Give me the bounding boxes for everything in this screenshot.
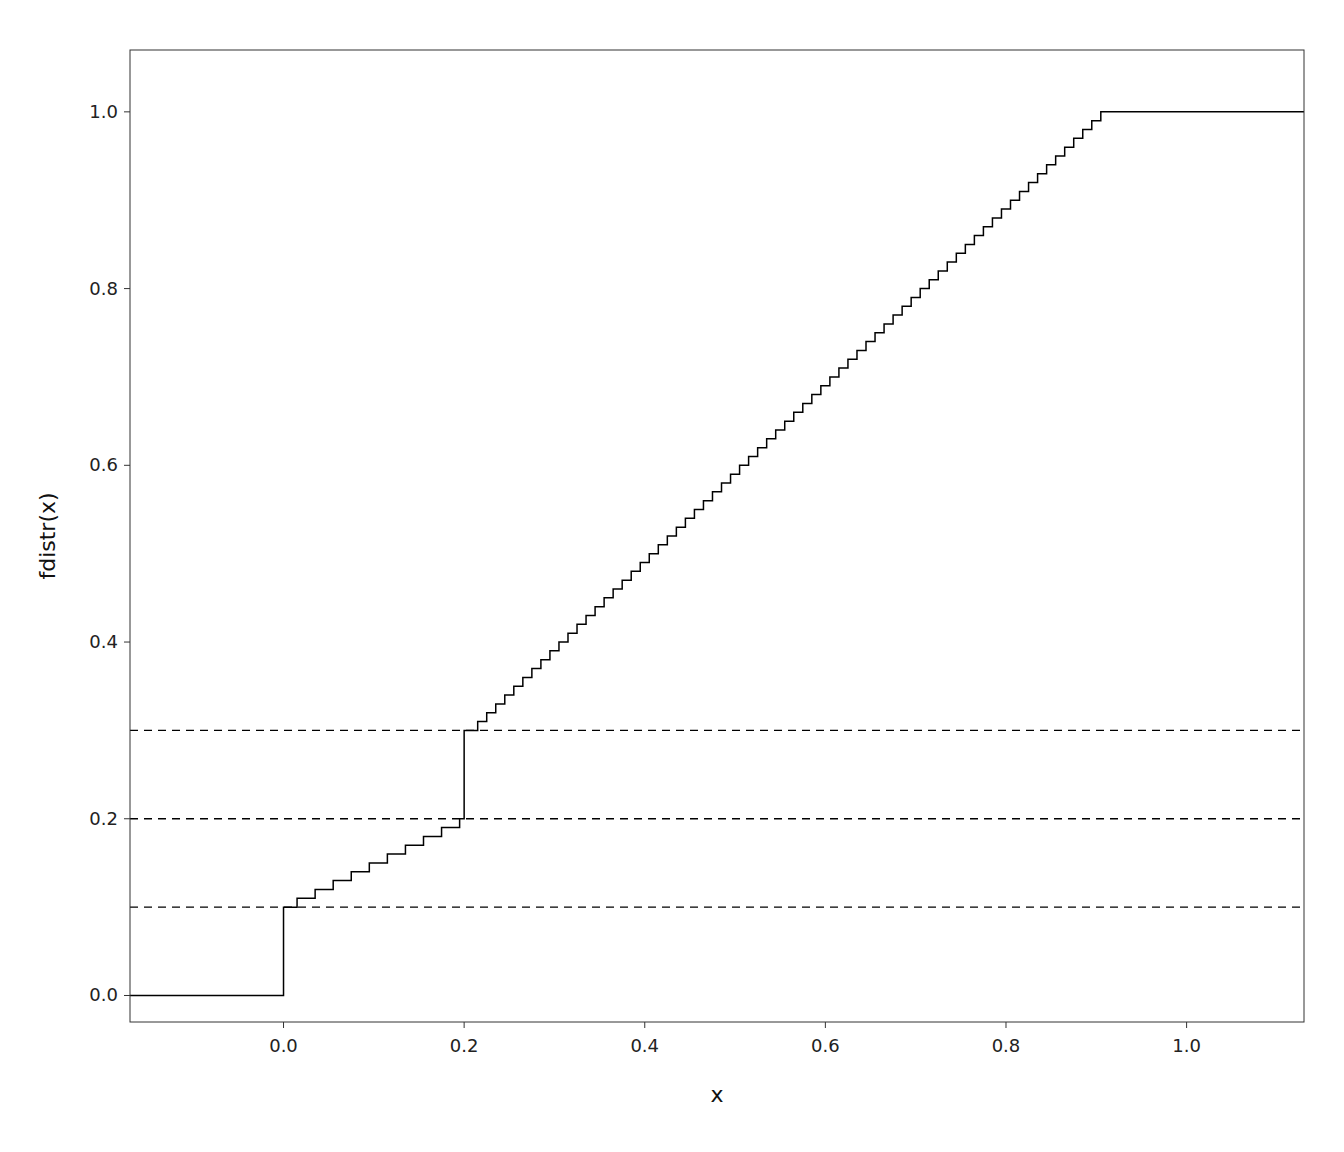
y-tick	[124, 111, 130, 112]
reference-line	[130, 818, 1304, 819]
reference-line	[130, 906, 1304, 907]
x-tick-label: 0.2	[450, 1035, 479, 1056]
y-tick	[124, 818, 130, 819]
y-tick-label: 1.0	[89, 101, 118, 122]
reference-line	[130, 730, 1304, 731]
x-axis-label: x	[710, 1082, 723, 1107]
x-tick	[1005, 1022, 1006, 1028]
x-tick-label: 0.8	[992, 1035, 1021, 1056]
x-tick	[825, 1022, 826, 1028]
plot-frame	[130, 50, 1304, 1022]
y-axis-label: fdistr(x)	[35, 492, 60, 579]
x-tick-label: 0.4	[630, 1035, 659, 1056]
y-tick	[124, 288, 130, 289]
chart: 0.0 0.2 0.4 0.6 0.8 1.0 0.0 0.2 0.4 0.6 0.8 1.0 x fdi…	[0, 0, 1344, 1152]
y-tick-label: 0.6	[89, 454, 118, 475]
x-tick	[1186, 1022, 1187, 1028]
x-tick	[283, 1022, 284, 1028]
y-tick-label: 0.4	[89, 631, 118, 652]
y-tick-label: 0.2	[89, 808, 118, 829]
x-tick	[644, 1022, 645, 1028]
x-tick-label: 0.0	[269, 1035, 298, 1056]
y-tick	[124, 465, 130, 466]
x-tick-label: 0.6	[811, 1035, 840, 1056]
y-tick-label: 0.8	[89, 278, 118, 299]
step-line	[130, 112, 1304, 996]
y-tick	[124, 642, 130, 643]
plot-area	[130, 112, 1304, 996]
x-tick	[464, 1022, 465, 1028]
x-tick-label: 1.0	[1172, 1035, 1201, 1056]
y-tick	[124, 995, 130, 996]
y-tick-label: 0.0	[89, 984, 118, 1005]
